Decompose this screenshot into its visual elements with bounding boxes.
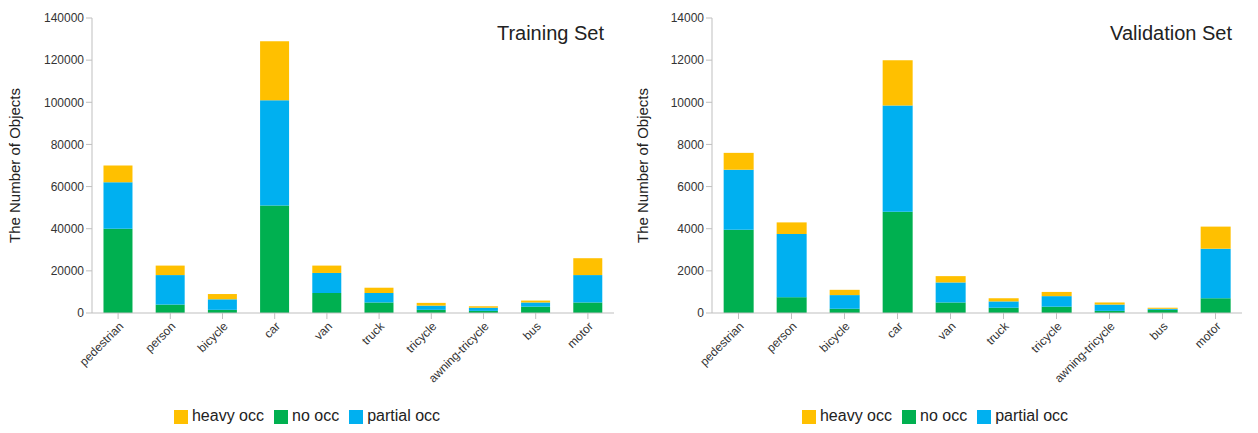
svg-text:100000: 100000 — [44, 96, 84, 110]
svg-text:6000: 6000 — [677, 180, 704, 194]
html-text:heavy occ: heavy occ — [819, 407, 892, 424]
svg-text:0: 0 — [77, 306, 84, 320]
html-text:heavy occ: heavy occ — [191, 407, 264, 424]
svg-text:80000: 80000 — [51, 138, 85, 152]
svg-text:person: person — [764, 319, 800, 355]
svg-text:bicycle: bicycle — [195, 319, 231, 355]
svg-text:140000: 140000 — [44, 11, 84, 25]
svg-text:truck: truck — [983, 319, 1012, 348]
svg-text:10000: 10000 — [671, 96, 705, 110]
svg-text:car: car — [261, 319, 283, 341]
svg-text:bicycle: bicycle — [817, 319, 853, 355]
svg-text:120000: 120000 — [44, 53, 84, 67]
svg-text:van: van — [311, 319, 335, 343]
svg-text:tricycle: tricycle — [403, 319, 440, 356]
svg-text:awning-tricycle: awning-tricycle — [1052, 319, 1118, 385]
svg-text:The Number of Objects: The Number of Objects — [634, 88, 651, 243]
html-text:no occ: no occ — [292, 407, 340, 424]
html-text:Training Set: Training Set — [496, 22, 604, 44]
svg-text:car: car — [884, 319, 906, 341]
svg-text:person: person — [143, 319, 179, 355]
svg-text:14000: 14000 — [671, 11, 705, 25]
svg-text:8000: 8000 — [677, 138, 704, 152]
svg-text:0: 0 — [697, 306, 704, 320]
svg-text:4000: 4000 — [677, 222, 704, 236]
svg-text:awning-tricycle: awning-tricycle — [426, 319, 492, 385]
svg-text:pedestrian: pedestrian — [697, 319, 747, 369]
svg-text:40000: 40000 — [51, 222, 85, 236]
svg-text:2000: 2000 — [677, 264, 704, 278]
svg-text:bus: bus — [1147, 319, 1171, 343]
html-text:no occ: no occ — [920, 407, 968, 424]
html-text:partial occ: partial occ — [367, 407, 440, 424]
svg-text:12000: 12000 — [671, 53, 705, 67]
svg-text:60000: 60000 — [51, 180, 85, 194]
svg-text:The Number of Objects: The Number of Objects — [6, 88, 23, 243]
svg-text:van: van — [935, 319, 959, 343]
svg-text:pedestrian: pedestrian — [77, 319, 127, 369]
svg-text:20000: 20000 — [51, 264, 85, 278]
svg-text:motor: motor — [1192, 319, 1224, 351]
svg-text:bus: bus — [520, 319, 544, 343]
svg-text:motor: motor — [564, 319, 596, 351]
html-text:Validation Set: Validation Set — [1110, 22, 1232, 44]
html-text:partial occ: partial occ — [995, 407, 1068, 424]
svg-text:truck: truck — [359, 319, 388, 348]
svg-text:tricycle: tricycle — [1028, 319, 1065, 356]
